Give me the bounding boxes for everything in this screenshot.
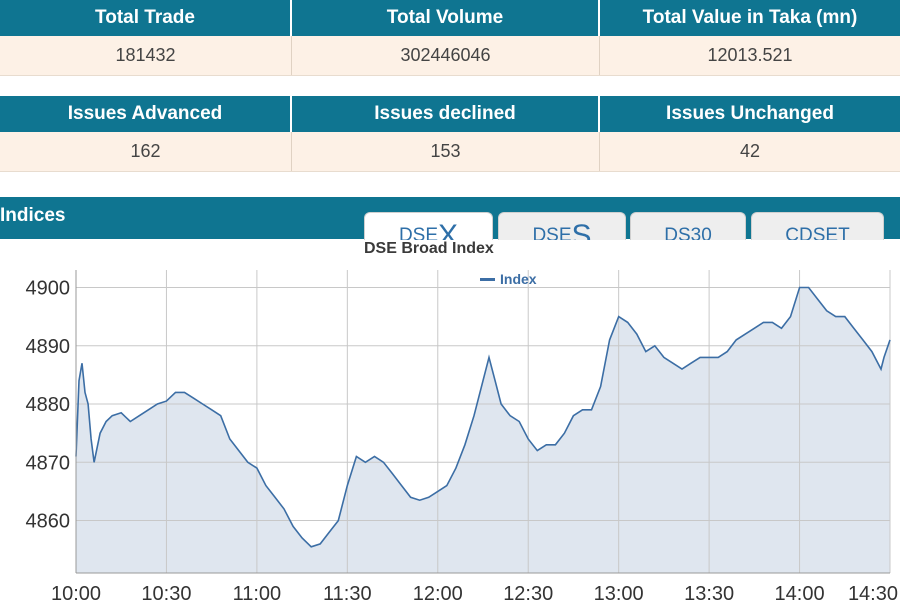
issues-summary-header-row: Issues Advanced Issues declined Issues U… [0, 96, 900, 132]
y-tick-label: 4880 [26, 394, 71, 416]
y-tick-label: 4870 [26, 452, 71, 474]
issues-unchanged-value: 42 [739, 141, 761, 161]
chart-legend[interactable]: Index [480, 271, 537, 287]
x-tick-label: 11:30 [323, 583, 372, 600]
issues-summary-value-row: 162 153 42 [0, 132, 900, 172]
x-tick-label: 11:00 [233, 583, 282, 600]
chart-title: DSE Broad Index [364, 240, 494, 257]
issues-advanced-value: 162 [0, 132, 292, 171]
total-trade-header: Total Trade [0, 0, 292, 36]
total-volume-value: 302446046 [292, 36, 600, 75]
issues-summary-table: Issues Advanced Issues declined Issues U… [0, 96, 900, 172]
total-volume-header: Total Volume [292, 0, 600, 36]
x-tick-label: 12:00 [413, 583, 463, 600]
legend-swatch [480, 277, 495, 281]
series-line [75, 286, 891, 548]
x-tick-label: 14:30 [848, 583, 898, 600]
legend-label: Index [500, 271, 537, 287]
total-trade-value: 181432 [0, 36, 292, 75]
market-summary-header-row: Total Trade Total Volume Total Value in … [0, 0, 900, 36]
market-summary-value-row: 181432 302446046 12013.521 [0, 36, 900, 76]
issues-declined-value: 153 [292, 132, 600, 171]
issues-unchanged-header: Issues Unchanged [666, 103, 834, 124]
total-value-value: 12013.521 [707, 45, 793, 65]
total-value-header: Total Value in Taka (mn) [642, 7, 858, 28]
indices-title: Indices [0, 205, 66, 226]
y-tick-label: 4900 [26, 277, 71, 299]
x-tick-label: 10:30 [141, 583, 191, 600]
x-tick-label: 13:00 [594, 583, 644, 600]
index-chart: 4860 4870 4880 4890 4900 10:00 10:30 11:00 11:30… [0, 240, 900, 600]
y-tick-label: 4890 [26, 336, 71, 358]
x-tick-label: 12:30 [503, 583, 553, 600]
index-chart-svg: 4860 4870 4880 4890 4900 10:00 10:30 11:00 11:30… [26, 270, 898, 600]
y-tick-label: 4860 [26, 511, 71, 533]
series-area [76, 287, 890, 573]
issues-advanced-header: Issues Advanced [0, 96, 292, 132]
x-tick-label: 14:00 [775, 583, 825, 600]
x-tick-label: 10:00 [51, 583, 101, 600]
issues-declined-header: Issues declined [292, 96, 600, 132]
x-tick-label: 13:30 [684, 583, 734, 600]
market-summary-table: Total Trade Total Volume Total Value in … [0, 0, 900, 76]
